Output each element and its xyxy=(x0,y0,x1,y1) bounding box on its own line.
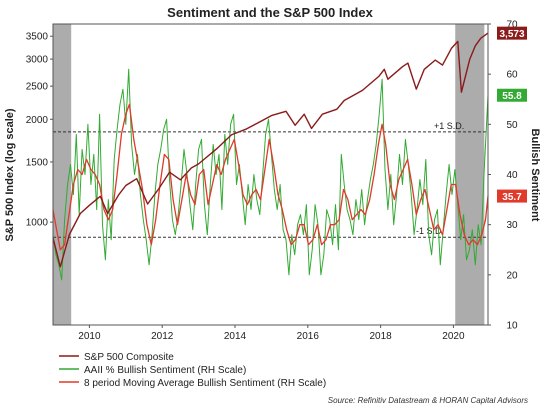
end-label-2: 35.7 xyxy=(502,192,522,203)
y-right-tick-label-6: 70 xyxy=(506,20,518,31)
y-right-tick-label-1: 20 xyxy=(506,270,518,281)
y-left-tick-label-4: 3000 xyxy=(26,55,49,66)
legend-label-1: AAII % Bullish Sentiment (RH Scale) xyxy=(84,365,246,376)
y-left-tick-label-2: 2000 xyxy=(26,115,49,126)
y-right-tick-label-4: 50 xyxy=(506,120,518,131)
y-left-tick-label-0: 1000 xyxy=(26,218,49,229)
shaded-period-0 xyxy=(53,24,72,325)
reference-label-1: -1 S.D. xyxy=(416,226,444,236)
y-right-tick-label-3: 40 xyxy=(506,170,518,181)
series-line-0 xyxy=(52,32,489,268)
x-tick-label-4: 2018 xyxy=(369,331,392,342)
y-left-tick-label-1: 1500 xyxy=(26,157,49,168)
y-right-tick-label-2: 30 xyxy=(506,220,518,231)
plot-frame xyxy=(52,23,489,326)
end-label-box-2 xyxy=(497,189,527,203)
reference-label-0: +1 S.D. xyxy=(434,121,464,131)
y-axis-label-right: Bullish Sentiment xyxy=(529,129,540,222)
y-right-tick-label-5: 60 xyxy=(506,70,518,81)
x-tick-label-0: 2010 xyxy=(78,331,101,342)
y-right-tick-label-0: 10 xyxy=(506,321,518,332)
y-axis-label-left: S&P 500 Index (log scale) xyxy=(4,108,16,241)
end-label-1: 55.8 xyxy=(502,91,522,102)
series-line-1 xyxy=(52,68,489,281)
end-label-box-0 xyxy=(497,26,527,40)
x-tick-label-1: 2012 xyxy=(151,331,174,342)
legend-label-2: 8 period Moving Average Bullish Sentimen… xyxy=(84,378,326,389)
legend-label-0: S&P 500 Composite xyxy=(84,352,174,363)
y-left-tick-label-3: 2500 xyxy=(26,82,49,93)
x-tick-label-5: 2020 xyxy=(442,331,465,342)
legend: S&P 500 Composite AAII % Bullish Sentimen… xyxy=(59,352,326,389)
x-tick-label-3: 2016 xyxy=(297,331,320,342)
source-note: Source: Refinitiv Datastream & HORAN Cap… xyxy=(328,396,528,405)
series-line-2 xyxy=(52,103,489,251)
end-label-box-1 xyxy=(497,88,527,102)
end-label-0: 3,573 xyxy=(499,29,524,40)
y-left-tick-label-5: 3500 xyxy=(26,32,49,43)
x-tick-label-2: 2014 xyxy=(224,331,247,342)
chart-title: Sentiment and the S&P 500 Index xyxy=(167,5,373,20)
